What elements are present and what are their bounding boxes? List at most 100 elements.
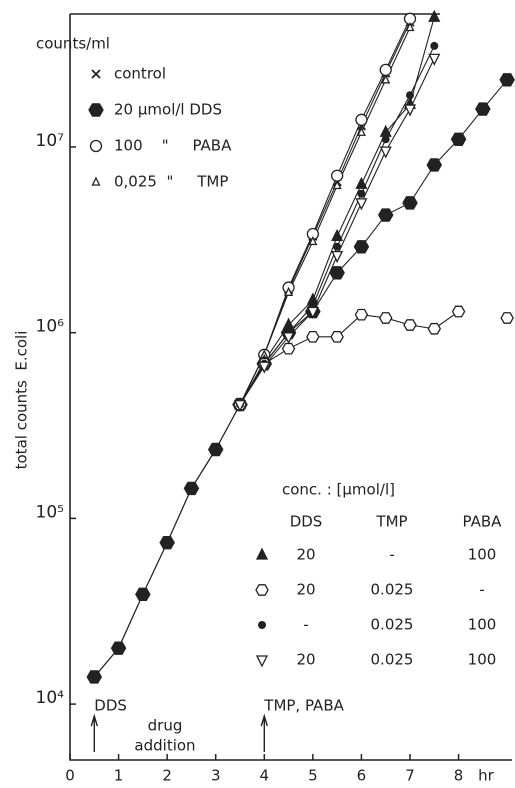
marker [86,670,103,684]
table-cell: - [303,616,308,634]
marker [306,306,319,319]
x-tick-label: 1 [114,767,124,785]
y-tick-label: 10⁵ [36,502,64,522]
marker [357,189,366,198]
marker [428,53,441,66]
marker [450,132,467,146]
marker [110,641,127,655]
legend-label: 0,025 " TMP [114,173,228,191]
marker [379,63,392,77]
marker [499,73,515,87]
marker [381,74,391,84]
marker [355,113,368,126]
marker [255,584,269,596]
annotation: TMP, PABA [263,697,344,715]
marker [354,308,369,321]
marker [353,240,370,254]
table-cell: - [389,546,394,564]
marker [403,319,417,331]
marker [308,235,318,246]
table-cell: 0.025 [371,651,414,669]
series-line [239,27,411,405]
marker [282,332,295,345]
marker [233,399,247,413]
y-tick-label: 10⁷ [36,131,65,151]
marker [427,322,442,335]
marker [402,196,418,210]
annotation: DDS [94,697,127,715]
legend-label: 20 µmol/l DDS [114,101,222,119]
marker [183,481,200,496]
marker [255,655,269,668]
marker [88,103,104,117]
y-axis-label: total counts E.coli [13,331,31,470]
x-tick-label: 8 [454,767,464,785]
x-tick-label: 5 [308,767,318,785]
table-cell: 0.025 [371,581,414,599]
marker [207,442,224,457]
table-cell: 20 [296,651,315,669]
caption-line: addition [134,737,195,755]
table-title: conc. : [µmol/l] [282,481,395,499]
marker [91,69,101,79]
x-tick-label: 6 [357,767,367,785]
x-tick-label: 3 [211,767,221,785]
marker [378,312,393,324]
table-cell: 0.025 [371,616,414,634]
x-tick-label: 7 [405,767,415,785]
marker [355,176,368,189]
marker [258,621,266,629]
marker [403,104,417,117]
marker [500,312,514,324]
marker [135,587,151,602]
marker [377,208,394,222]
marker [430,41,439,50]
table-cell: - [479,581,484,599]
marker [330,330,344,343]
marker [281,342,296,355]
annotation-arrow [90,713,98,752]
marker [306,330,320,343]
marker [89,139,103,153]
marker [284,286,294,296]
table-header: DDS [290,513,323,531]
marker [405,22,415,32]
x-tick-label: 4 [260,767,270,785]
table-header: TMP [375,513,407,531]
marker [355,198,368,211]
marker [330,169,344,182]
marker [406,91,414,100]
marker [426,158,443,172]
y-tick-label: 10⁶ [36,317,65,337]
marker [451,305,466,318]
marker [255,547,269,560]
annotation-arrow [260,713,268,752]
y-unit-label: counts/ml [36,35,110,53]
marker [331,250,344,264]
x-tick-label: 2 [162,767,172,785]
x-axis-label: hr [478,767,495,785]
marker [381,135,390,144]
marker [475,102,491,116]
table-cell: 100 [468,616,497,634]
marker [379,146,392,159]
marker [329,266,345,280]
marker [356,126,366,136]
marker [428,9,441,22]
marker [331,228,344,242]
table-cell: 20 [296,581,315,599]
marker [332,180,342,190]
table-cell: 100 [468,546,497,564]
marker [159,535,175,550]
legend-label: 100 " PABA [114,137,232,155]
table-header: PABA [463,513,503,531]
marker [258,361,271,374]
table-cell: 100 [468,651,497,669]
marker [333,242,342,251]
x-tick-label: 0 [65,767,75,785]
y-tick-label: 10⁴ [36,688,65,708]
legend-label: control [114,65,166,83]
caption-line: drug [148,717,183,735]
